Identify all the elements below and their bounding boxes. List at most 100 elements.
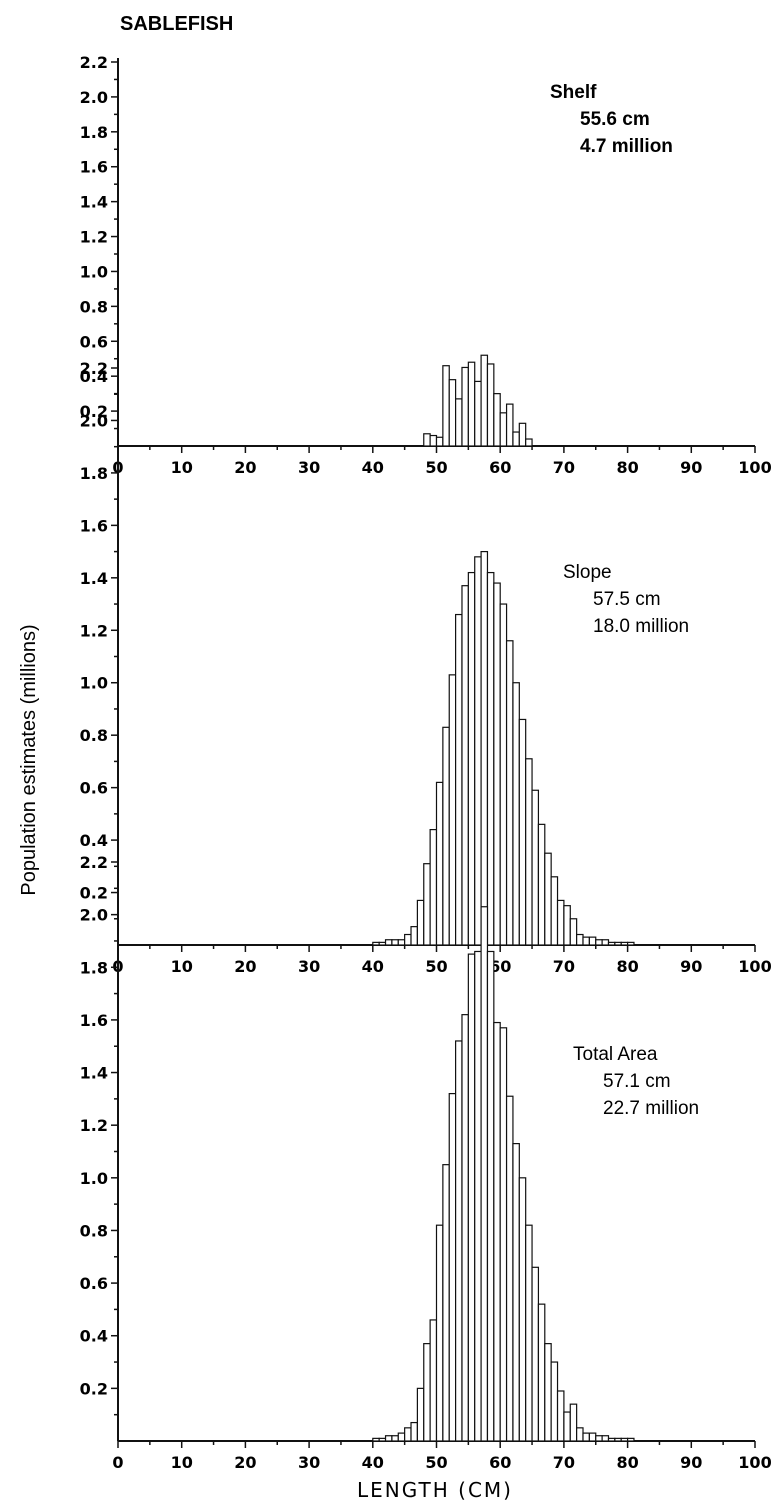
y-tick-label: 1.0 <box>80 674 108 693</box>
x-tick-label: 100 <box>738 458 771 477</box>
x-tick-label: 90 <box>680 458 702 477</box>
histogram-bar <box>582 936 590 946</box>
histogram-bar <box>397 939 406 946</box>
y-tick-label: 2.0 <box>80 88 108 107</box>
histogram-bar <box>486 363 495 447</box>
y-tick-label: 1.6 <box>80 158 108 177</box>
histogram-bar <box>556 1390 565 1442</box>
histogram-bar <box>461 585 469 946</box>
y-tick-label: 0.4 <box>80 831 108 850</box>
population-total-label: 4.7 million <box>580 136 673 157</box>
histogram-bar <box>372 1437 380 1442</box>
histogram-bar <box>595 1435 603 1442</box>
y-tick-label: 1.0 <box>80 1169 108 1188</box>
y-tick-label: 2.0 <box>80 906 108 925</box>
histogram-bar <box>512 1143 520 1442</box>
histogram-bar <box>448 379 457 447</box>
x-tick-label: 40 <box>362 458 384 477</box>
histogram-bar <box>378 1437 387 1442</box>
histogram-bar <box>601 939 610 946</box>
histogram-bar <box>486 950 495 1442</box>
histogram-bar <box>448 674 457 946</box>
histogram-bar <box>416 1387 425 1442</box>
y-tick-label: 1.2 <box>80 228 108 247</box>
histogram-bar <box>614 941 622 946</box>
x-tick-label: 90 <box>680 957 702 976</box>
panel-2: 0.20.40.60.81.01.21.41.61.82.02.20102030… <box>80 359 772 976</box>
histogram-bar <box>626 1437 635 1442</box>
y-tick-label: 2.2 <box>80 359 108 378</box>
histogram-bar <box>486 571 495 946</box>
y-tick-label: 1.4 <box>80 193 108 212</box>
histogram-bar <box>563 905 571 946</box>
histogram-bar <box>455 398 463 447</box>
y-tick-label: 0.2 <box>80 884 108 903</box>
y-tick-label: 2.2 <box>80 853 108 872</box>
x-tick-label: 30 <box>298 1453 320 1472</box>
histogram-bar <box>544 852 552 946</box>
histogram-bar <box>588 936 597 946</box>
x-tick-label: 80 <box>616 458 638 477</box>
x-tick-label: 40 <box>362 1453 384 1472</box>
histogram-bar <box>435 436 444 447</box>
panel-1: 0.20.40.60.81.01.21.41.61.82.02.20102030… <box>80 53 772 477</box>
histogram-bar <box>544 1343 552 1442</box>
histogram-bar <box>493 582 501 946</box>
histogram-bar <box>435 1224 444 1442</box>
histogram-bar <box>455 1040 463 1442</box>
x-tick-label: 100 <box>738 957 771 976</box>
histogram-bar <box>569 918 578 946</box>
histogram-bar <box>499 1027 508 1442</box>
y-tick-label: 0.2 <box>80 1379 108 1398</box>
histogram-bar <box>518 422 527 447</box>
y-tick-label: 1.8 <box>80 958 108 977</box>
y-tick-label: 2.0 <box>80 411 108 430</box>
y-tick-label: 0.4 <box>80 367 108 386</box>
histogram-bar <box>455 613 463 946</box>
histogram-bar <box>626 941 635 946</box>
histogram-bar <box>410 926 418 946</box>
histogram-bar <box>537 1303 546 1442</box>
histogram-bar <box>467 571 476 946</box>
histogram-bar <box>607 941 616 946</box>
histogram-bar <box>384 939 393 946</box>
histogram-bar <box>474 380 482 447</box>
histogram-bar <box>518 1177 527 1442</box>
x-tick-label: 70 <box>553 1453 575 1472</box>
histogram-bar <box>499 603 508 946</box>
y-tick-label: 0.8 <box>80 726 108 745</box>
histogram-bar <box>601 1435 610 1442</box>
histogram-bar <box>391 939 399 946</box>
histogram-bar <box>525 438 533 447</box>
x-tick-label: 10 <box>171 458 193 477</box>
panel-3: 0.2 0.4 0.6 0.8 1.0 1.2 1.4 1.6 1.8 2.0 2.2 0 10 20 30… <box>80 853 772 1472</box>
histogram-bar <box>531 789 540 946</box>
histogram-bar <box>378 941 387 946</box>
histogram-bar <box>576 1427 584 1442</box>
y-tick-label: 1.4 <box>80 569 108 588</box>
histogram-bar <box>620 941 629 946</box>
population-total-label: 18.0 million <box>593 616 689 637</box>
histogram-bar <box>620 1437 629 1442</box>
x-tick-label: 70 <box>553 957 575 976</box>
histogram-bar <box>429 434 438 447</box>
histogram-bar <box>435 781 444 946</box>
histogram-bar <box>404 1427 412 1442</box>
histogram-bar <box>607 1437 616 1442</box>
y-tick-label: 0.6 <box>80 1274 108 1293</box>
population-total-label: 22.7 million <box>603 1098 699 1119</box>
histogram-bar <box>474 556 482 946</box>
histogram-bar <box>556 899 565 946</box>
histogram-bar <box>505 1095 514 1442</box>
histogram-bar <box>550 1361 559 1442</box>
y-tick-label: 1.0 <box>80 262 108 281</box>
histogram-bar <box>423 863 431 946</box>
histogram-bar <box>525 758 533 946</box>
x-tick-label: 20 <box>234 458 256 477</box>
x-tick-label: 60 <box>489 458 511 477</box>
x-tick-label: 70 <box>553 458 575 477</box>
x-tick-label: 60 <box>489 957 511 976</box>
histogram-bar <box>588 1432 597 1442</box>
histogram-bar <box>423 1343 431 1442</box>
histogram-bar <box>569 1403 578 1442</box>
